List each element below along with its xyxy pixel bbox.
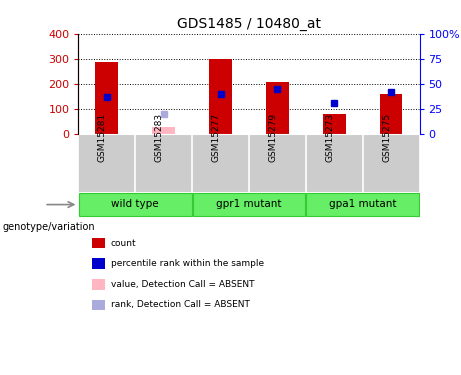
Bar — [266, 82, 289, 134]
Text: GSM15277: GSM15277 — [212, 112, 220, 162]
Text: genotype/variation: genotype/variation — [2, 222, 95, 232]
Bar — [152, 127, 175, 134]
Bar — [307, 194, 419, 216]
Title: GDS1485 / 10480_at: GDS1485 / 10480_at — [177, 17, 321, 32]
Bar — [193, 194, 305, 216]
Text: value, Detection Call = ABSENT: value, Detection Call = ABSENT — [111, 280, 254, 289]
Text: wild type: wild type — [112, 199, 159, 209]
Bar — [79, 194, 191, 216]
Text: percentile rank within the sample: percentile rank within the sample — [111, 259, 264, 268]
Text: gpr1 mutant: gpr1 mutant — [216, 199, 282, 209]
Bar — [380, 93, 402, 134]
Text: GSM15283: GSM15283 — [154, 112, 164, 162]
Text: GSM15275: GSM15275 — [382, 112, 391, 162]
Text: GSM15281: GSM15281 — [98, 112, 107, 162]
Text: GSM15279: GSM15279 — [268, 112, 278, 162]
Bar — [209, 58, 232, 134]
Text: rank, Detection Call = ABSENT: rank, Detection Call = ABSENT — [111, 300, 249, 309]
Bar — [95, 62, 118, 134]
Bar — [323, 114, 346, 134]
Text: count: count — [111, 238, 136, 248]
Text: gpa1 mutant: gpa1 mutant — [329, 199, 396, 209]
Text: GSM15273: GSM15273 — [325, 112, 334, 162]
